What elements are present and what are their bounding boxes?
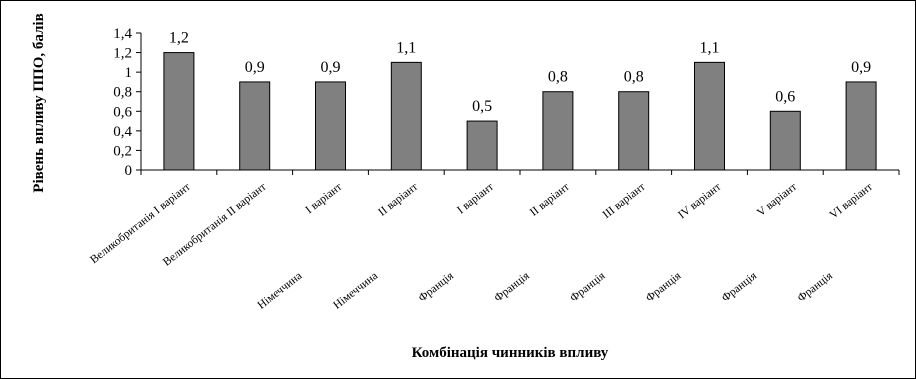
data-label: 0,9: [321, 59, 341, 76]
bar: [315, 81, 346, 171]
category-label: VI варіант: [828, 181, 875, 222]
category-label: I варіант: [304, 181, 345, 217]
y-tick-label: 0,4: [113, 124, 132, 140]
y-tick-label: 1,4: [113, 26, 132, 42]
y-tick-label: 0,2: [113, 143, 132, 159]
category-label: I варіант: [455, 181, 496, 217]
y-tick-label: 1: [125, 65, 133, 81]
category-label: III варіант: [601, 181, 648, 221]
category-label-country: Франція: [568, 269, 608, 304]
bar: [694, 61, 725, 171]
bar: [239, 81, 271, 171]
y-axis-title: Рівень впливу ППО, балів: [31, 13, 47, 192]
data-label: 0,5: [472, 98, 492, 115]
category-label-country: Франція: [720, 269, 760, 304]
category-label-country: Франція: [492, 269, 532, 304]
category-label-country: Франція: [644, 269, 684, 304]
bar: [618, 91, 650, 171]
data-label: 1,2: [169, 30, 189, 47]
data-label: 0,8: [624, 69, 644, 86]
bar: [466, 120, 498, 171]
bar: [390, 61, 422, 171]
category-label: IV варіант: [676, 181, 723, 221]
data-label: 0,9: [851, 59, 871, 76]
bar: [542, 91, 574, 171]
category-label: II варіант: [528, 181, 572, 219]
data-label: 1,1: [700, 39, 720, 56]
y-tick-label: 0: [125, 163, 133, 179]
data-label: 0,6: [775, 88, 795, 105]
category-label-country: Франція: [795, 269, 835, 304]
x-axis-title: Комбінація чинників впливу: [412, 345, 609, 361]
category-label-country: Франція: [416, 269, 456, 304]
bar: [769, 110, 801, 171]
y-tick-label: 1,2: [113, 46, 132, 62]
data-label: 1,1: [396, 39, 416, 56]
category-label: V варіант: [755, 181, 799, 219]
bar: [845, 81, 877, 171]
category-label-country: Німеччина: [256, 270, 305, 312]
data-label: 0,8: [548, 69, 568, 86]
data-label: 0,9: [245, 59, 265, 76]
y-tick-label: 0,8: [113, 85, 132, 101]
category-label: II варіант: [376, 181, 420, 219]
y-tick-label: 0,6: [113, 104, 132, 120]
bar: [163, 52, 195, 171]
category-label-country: Німеччина: [331, 270, 380, 312]
